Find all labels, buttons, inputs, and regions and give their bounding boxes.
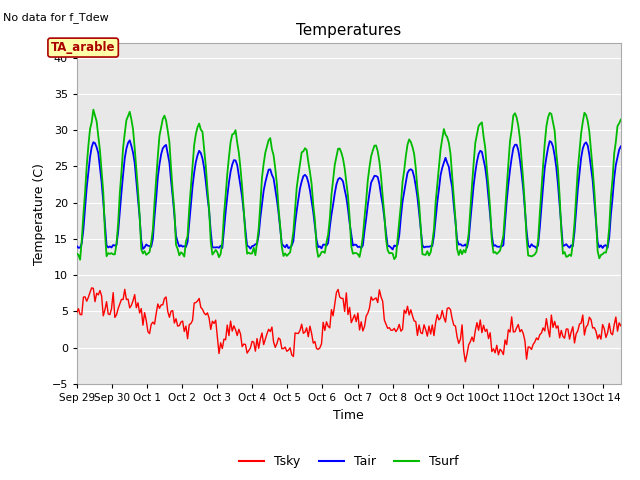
Text: No data for f_Tdew: No data for f_Tdew <box>3 12 109 23</box>
Y-axis label: Temperature (C): Temperature (C) <box>33 163 46 264</box>
X-axis label: Time: Time <box>333 408 364 421</box>
Text: TA_arable: TA_arable <box>51 41 115 54</box>
Legend: Tsky, Tair, Tsurf: Tsky, Tair, Tsurf <box>234 450 464 473</box>
Title: Temperatures: Temperatures <box>296 23 401 38</box>
